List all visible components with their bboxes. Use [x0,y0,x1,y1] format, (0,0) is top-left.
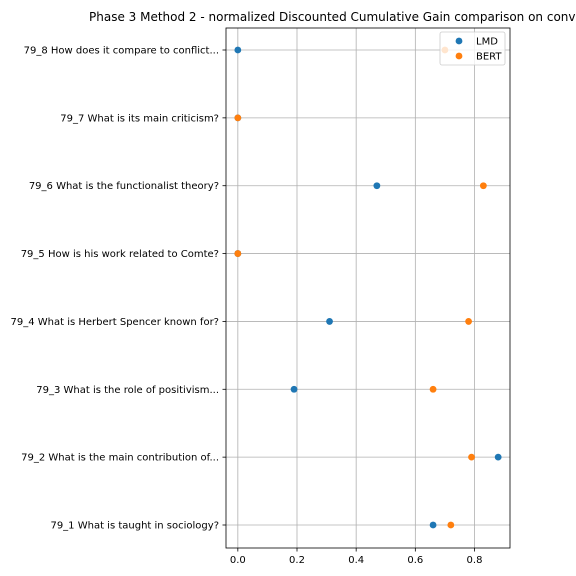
lmd-point [429,521,437,529]
bert-point [468,453,475,461]
y-tick-label: 79_5 How is his work related to Comte? [21,249,219,260]
bert-point [447,521,455,529]
y-tick-label: 79_1 What is taught in sociology? [50,521,219,532]
y-axis-ticks: 79_1 What is taught in sociology? 79_2 Wh… [10,46,226,532]
bert-point [479,182,487,190]
bert-point [234,114,242,122]
bert-point [429,385,437,393]
y-tick-label: 79_7 What is its main criticism? [60,113,219,124]
legend-marker-bert [455,52,463,60]
x-tick-label: 0.6 [407,555,423,566]
bert-point [234,250,242,257]
lmd-point [234,46,242,54]
y-tick-label: 79_8 How does it compare to conflict... [24,46,219,57]
x-tick-label: 0.4 [348,555,364,566]
bert-point [465,318,472,325]
legend-label-lmd: LMD [476,37,498,48]
y-tick-label: 79_4 What is Herbert Spencer known for? [10,317,219,328]
lmd-point [494,453,502,461]
y-tick-label: 79_2 What is the main contribution of... [21,453,219,464]
lmd-point [326,318,333,325]
legend-label-bert: BERT [476,52,502,63]
grid [226,28,510,548]
y-tick-label: 79_3 What is the role of positivism... [36,385,219,396]
y-tick-label: 79_6 What is the functionalist theory? [29,181,219,192]
x-axis-ticks: 0.0 0.2 0.4 0.6 0.8 [230,548,483,566]
x-tick-label: 0.0 [230,555,246,566]
x-tick-label: 0.2 [289,555,305,566]
legend-marker-lmd [455,37,463,45]
legend: LMD BERT [439,31,506,66]
data-points [234,46,502,529]
lmd-point [290,385,298,393]
lmd-point [373,182,381,190]
x-tick-label: 0.8 [467,555,483,566]
chart-title: Phase 3 Method 2 - normalized Discounted… [89,10,576,24]
plot-frame [225,27,511,549]
